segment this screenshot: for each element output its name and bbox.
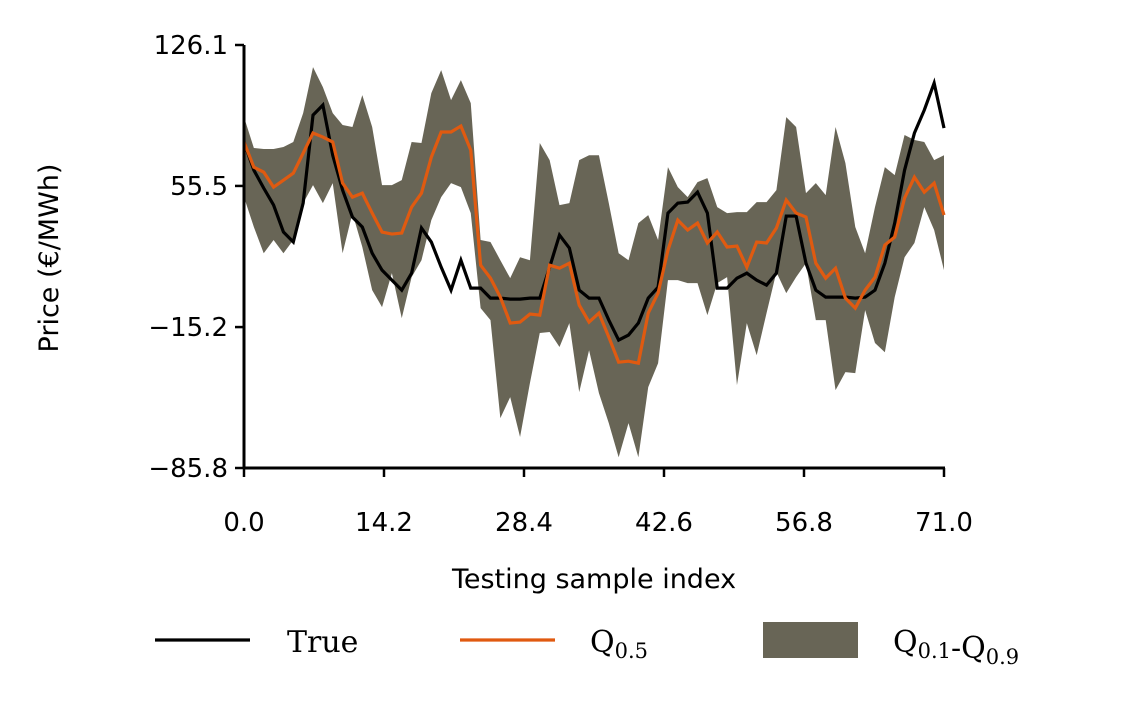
legend: True Q0.5 Q0.1-Q0.9 (155, 622, 1019, 669)
y-tick-label: −85.8 (148, 454, 228, 484)
x-tick-label: 42.6 (635, 508, 693, 538)
legend-item-true: True (155, 625, 358, 660)
legend-label: Q0.5 (590, 625, 648, 663)
legend-swatch (763, 622, 858, 658)
series-line-q0-5 (242, 123, 946, 366)
legend-item-median: Q0.5 (460, 625, 648, 663)
legend-item-quantile-band: Q0.1-Q0.9 (763, 622, 1019, 669)
y-axis-label: Price (€/MWh) (34, 164, 65, 353)
axes (242, 45, 945, 470)
legend-label: True (287, 625, 358, 660)
y-tick-label: 126.1 (154, 31, 228, 61)
y-ticks: 126.1 55.5 −15.2 −85.8 (148, 31, 244, 484)
x-tick-label: 28.4 (495, 508, 553, 538)
x-ticks: 0.0 14.2 28.4 42.6 56.8 71.0 (223, 468, 973, 538)
quantile-band (244, 67, 944, 458)
y-tick-label: −15.2 (148, 313, 228, 343)
series-line-true (242, 77, 946, 343)
x-tick-label: 71.0 (915, 508, 973, 538)
x-tick-label: 56.8 (775, 508, 833, 538)
plot-area (242, 67, 946, 458)
x-tick-label: 14.2 (355, 508, 413, 538)
x-axis-label: Testing sample index (451, 564, 736, 595)
legend-label: Q0.1-Q0.9 (893, 625, 1019, 669)
x-tick-label: 0.0 (223, 508, 264, 538)
y-tick-label: 55.5 (170, 172, 228, 202)
